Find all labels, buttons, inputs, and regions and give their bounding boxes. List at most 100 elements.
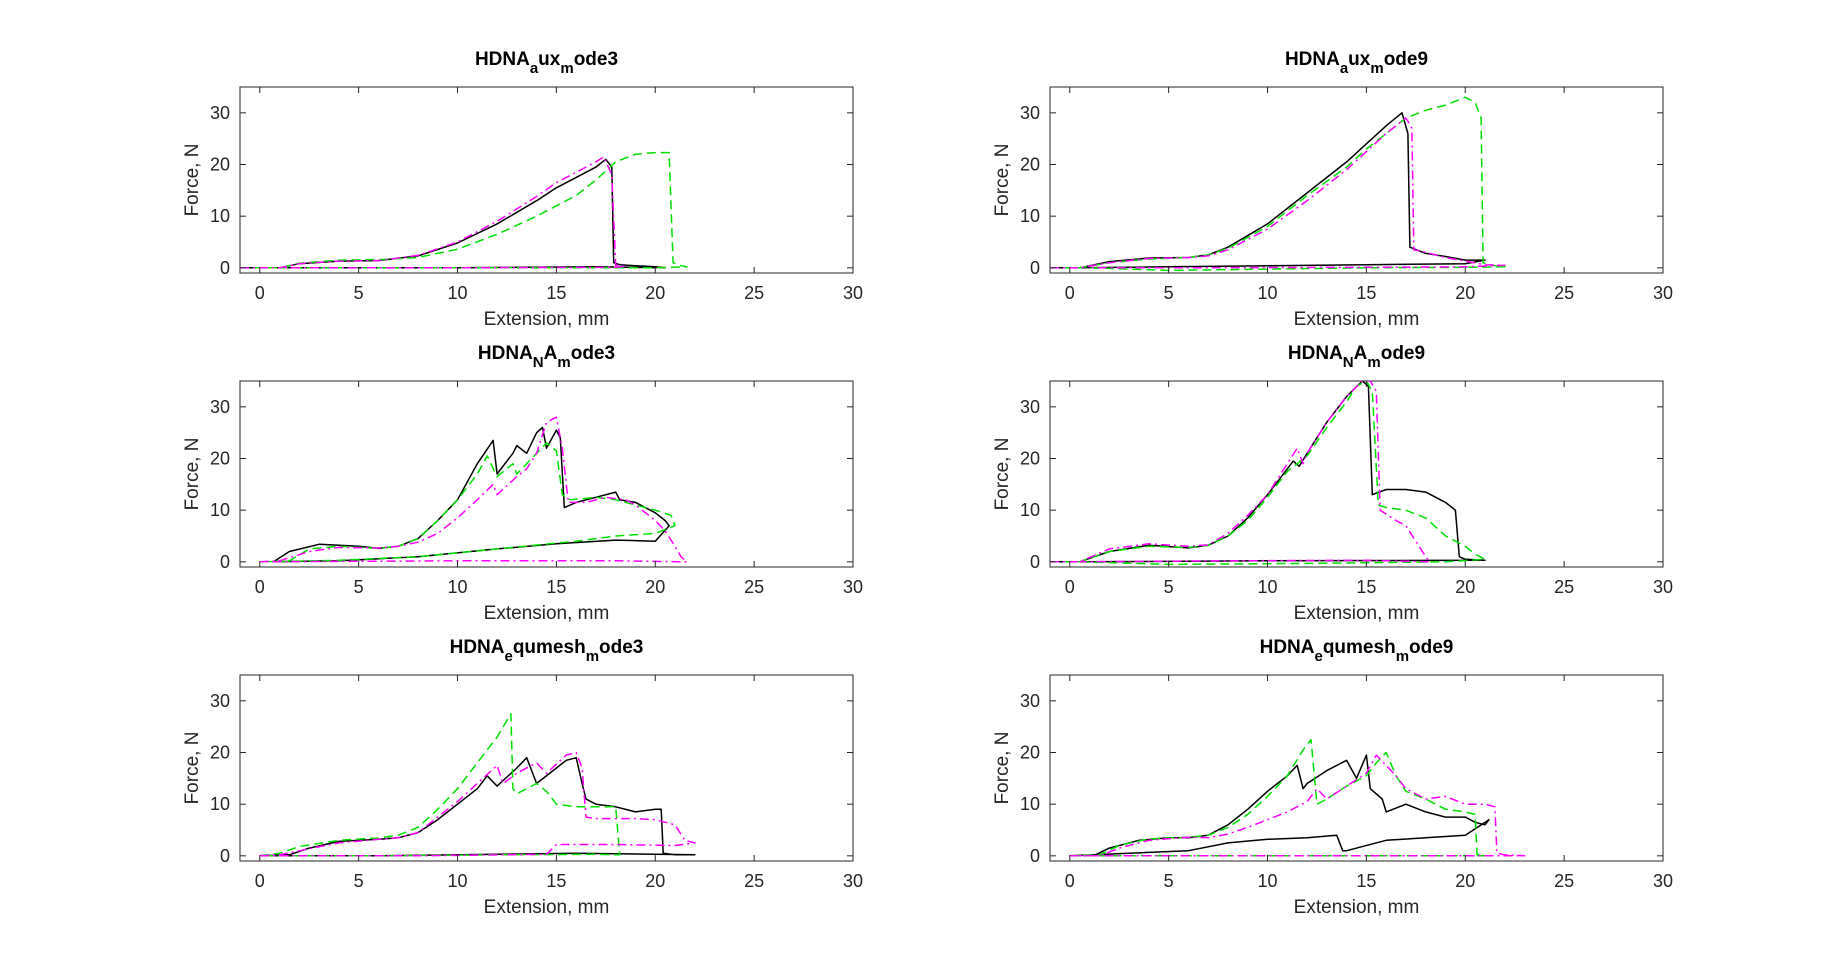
series-line-1 [1050, 112, 1486, 269]
x-tick-label: 0 [1065, 577, 1075, 597]
x-tick-label: 25 [1554, 577, 1574, 597]
x-tick-label: 15 [1356, 283, 1376, 303]
y-tick-label: 10 [1020, 794, 1040, 814]
x-tick-label: 5 [354, 283, 364, 303]
y-tick-label: 0 [1030, 258, 1040, 278]
y-tick-label: 0 [220, 258, 230, 278]
y-tick-label: 20 [1020, 155, 1040, 175]
plot-area [1049, 380, 1664, 568]
x-tick-label: 20 [645, 577, 665, 597]
y-tick-label: 10 [210, 794, 230, 814]
series-line-3 [1050, 117, 1506, 269]
chart-title-part: N [1343, 354, 1354, 371]
chart-title-part: ode3 [571, 343, 615, 364]
subplot-6: 0 5 10 15 20 25 30 0 10 20 30 Extension, mm Force, N… [992, 637, 1673, 918]
subplot-1: 0 5 10 15 20 25 30 0 10 20 30 Extension, mm Force, N… [182, 49, 863, 330]
x-axis-label: Extension, mm [484, 309, 610, 330]
y-tick-label: 20 [210, 449, 230, 469]
chart-title-part: ode3 [599, 637, 643, 658]
series-line-3 [259, 751, 696, 857]
chart-title: HDNAequmeshmode3 [450, 637, 644, 665]
plot-area [1049, 86, 1664, 274]
x-tick-label: 20 [645, 283, 665, 303]
chart-title-part: ode3 [574, 49, 618, 70]
chart-title-part: qumesh [1323, 637, 1396, 658]
x-tick-label: 30 [843, 871, 863, 891]
x-tick-label: 30 [1653, 283, 1673, 303]
chart-title-part: HDNA [1260, 637, 1315, 658]
chart-title-part: m [1396, 648, 1409, 665]
x-tick-label: 20 [1455, 577, 1475, 597]
x-axis-label: Extension, mm [1294, 603, 1420, 624]
series-line-1 [259, 756, 696, 857]
chart-title-part: ux [1348, 49, 1371, 70]
x-tick-label: 20 [645, 871, 665, 891]
y-tick-label: 30 [1020, 103, 1040, 123]
x-tick-label: 0 [255, 871, 265, 891]
y-tick-label: 10 [1020, 206, 1040, 226]
x-tick-label: 25 [1554, 871, 1574, 891]
chart-title-part: m [1370, 60, 1383, 77]
y-tick-label: 30 [210, 103, 230, 123]
chart-title-part: m [557, 354, 570, 371]
chart-title-part: HDNA [475, 49, 530, 70]
chart-title-part: ux [538, 49, 561, 70]
x-tick-label: 30 [843, 283, 863, 303]
chart-title-part: ode9 [1384, 49, 1428, 70]
y-axis-label: Force, N [182, 144, 203, 217]
x-tick-label: 10 [1258, 283, 1278, 303]
y-tick-label: 30 [210, 691, 230, 711]
x-tick-label: 0 [255, 283, 265, 303]
x-tick-label: 20 [1455, 283, 1475, 303]
y-tick-label: 20 [210, 743, 230, 763]
y-axis-label: Force, N [992, 438, 1013, 511]
x-tick-label: 15 [546, 871, 566, 891]
y-tick-label: 0 [220, 846, 230, 866]
chart-title-part: e [504, 648, 512, 665]
x-tick-label: 5 [354, 871, 364, 891]
y-axis-label: Force, N [182, 732, 203, 805]
y-tick-label: 0 [1030, 552, 1040, 572]
series-line-2 [259, 442, 676, 563]
subplot-3: 0 5 10 15 20 25 30 0 10 20 30 Extension, mm Force, N… [182, 343, 863, 624]
x-tick-label: 15 [546, 283, 566, 303]
subplot-5: 0 5 10 15 20 25 30 0 10 20 30 Extension, mm Force, N… [182, 637, 863, 918]
x-tick-label: 25 [744, 283, 764, 303]
chart-title-part: m [560, 60, 573, 77]
chart-title-part: A [1354, 343, 1368, 364]
y-tick-label: 10 [210, 500, 230, 520]
x-axis-label: Extension, mm [484, 603, 610, 624]
x-axis-label: Extension, mm [1294, 309, 1420, 330]
plot-area [239, 674, 854, 862]
series-line-1 [1069, 754, 1490, 857]
chart-title-part: e [1314, 648, 1322, 665]
chart-title-part: a [1340, 60, 1349, 77]
y-tick-label: 20 [1020, 743, 1040, 763]
y-tick-label: 30 [1020, 691, 1040, 711]
x-tick-label: 30 [843, 577, 863, 597]
chart-title: HDNAequmeshmode9 [1260, 637, 1454, 665]
chart-title-part: a [530, 60, 539, 77]
x-tick-label: 10 [448, 577, 468, 597]
x-tick-label: 25 [744, 871, 764, 891]
x-tick-label: 5 [1164, 871, 1174, 891]
x-tick-label: 10 [448, 283, 468, 303]
chart-title-part: ode9 [1381, 343, 1425, 364]
x-tick-label: 0 [1065, 283, 1075, 303]
series-line-3 [240, 156, 627, 269]
plot-area [239, 86, 854, 274]
chart-title-part: A [544, 343, 558, 364]
chart-title-part: ode9 [1409, 637, 1453, 658]
series-line-3 [1069, 754, 1526, 857]
x-tick-label: 5 [1164, 283, 1174, 303]
x-tick-label: 25 [1554, 283, 1574, 303]
chart-title-part: m [1367, 354, 1380, 371]
chart-title: HDNAauxmode9 [1285, 49, 1428, 77]
chart-title-part: N [533, 354, 544, 371]
chart-title-part: m [586, 648, 599, 665]
x-tick-label: 30 [1653, 871, 1673, 891]
chart-title-part: HDNA [1288, 343, 1343, 364]
chart-title-part: qumesh [513, 637, 586, 658]
y-tick-label: 20 [1020, 449, 1040, 469]
